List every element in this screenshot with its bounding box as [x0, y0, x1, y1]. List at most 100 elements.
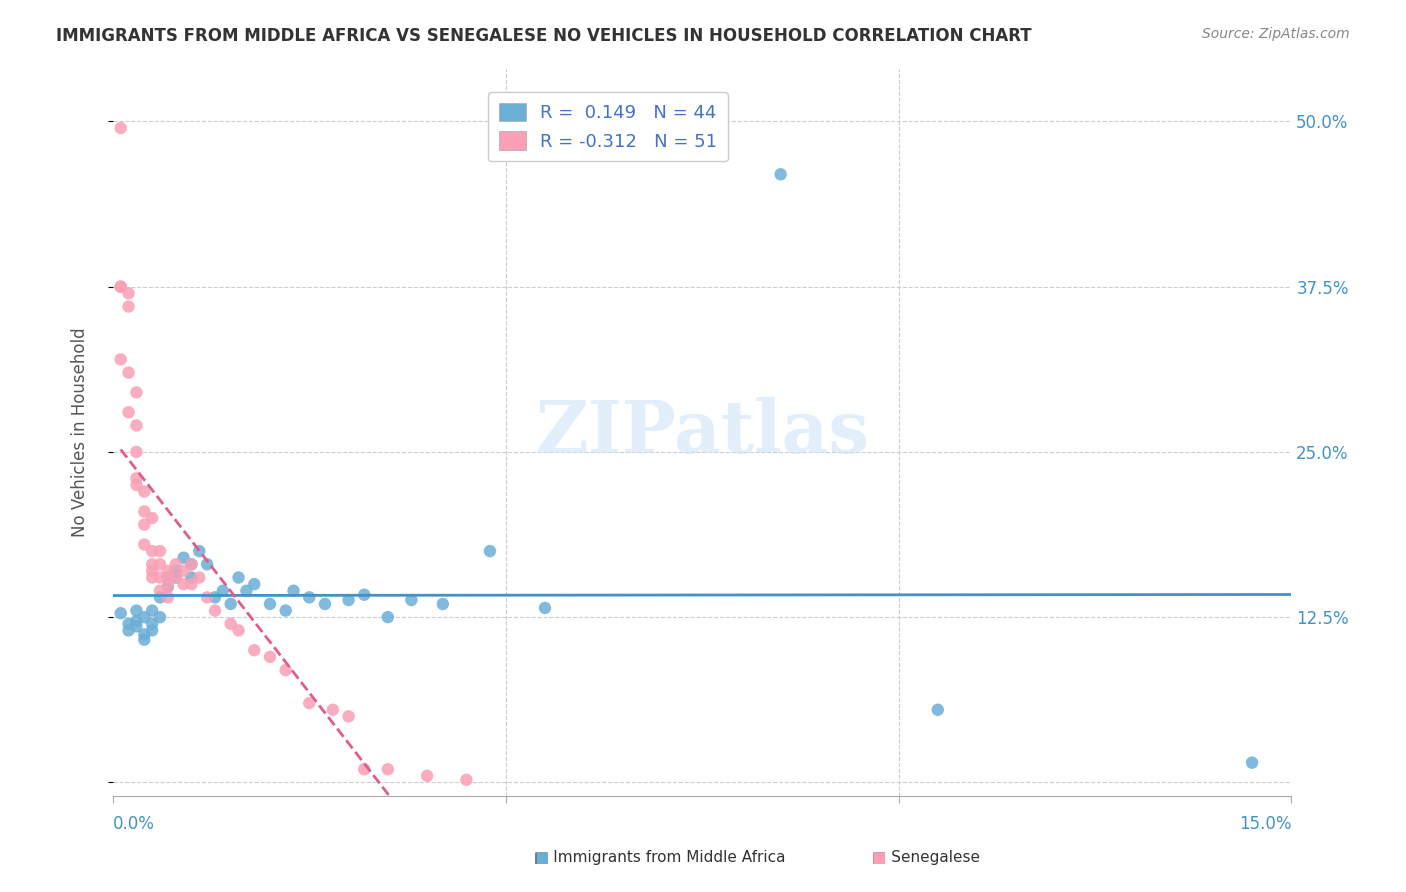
Point [219, 616, 242, 631]
Point [117, 616, 139, 631]
Point [149, 558, 172, 572]
Point [117, 405, 139, 419]
Point [534, 601, 557, 615]
Point [377, 762, 399, 776]
Text: ■: ■ [534, 850, 548, 865]
Point [141, 544, 163, 558]
Point [180, 558, 202, 572]
Point [769, 167, 792, 181]
Point [117, 286, 139, 301]
Point [274, 663, 297, 677]
Point [228, 624, 250, 638]
Point [149, 570, 172, 584]
Point [125, 619, 148, 633]
Point [337, 709, 360, 723]
Point [156, 591, 179, 605]
Point [353, 762, 375, 776]
Point [134, 517, 156, 532]
Point [141, 511, 163, 525]
Point [180, 577, 202, 591]
Point [125, 418, 148, 433]
Point [1241, 756, 1264, 770]
Point [156, 570, 179, 584]
Point [110, 279, 132, 293]
Y-axis label: No Vehicles in Household: No Vehicles in Household [72, 327, 89, 537]
Point [165, 564, 187, 578]
Point [195, 591, 218, 605]
Point [149, 591, 172, 605]
Point [125, 385, 148, 400]
Point [134, 632, 156, 647]
Point [165, 558, 187, 572]
Point [259, 597, 281, 611]
Point [259, 649, 281, 664]
Point [134, 504, 156, 518]
Point [141, 616, 163, 631]
Point [117, 366, 139, 380]
Point [134, 537, 156, 551]
Legend: R =  0.149   N = 44, R = -0.312   N = 51: R = 0.149 N = 44, R = -0.312 N = 51 [488, 92, 728, 161]
Point [141, 604, 163, 618]
Point [195, 558, 218, 572]
Point [416, 769, 439, 783]
Text: ■ Immigrants from Middle Africa: ■ Immigrants from Middle Africa [534, 850, 786, 865]
Point [156, 580, 179, 594]
Text: 0.0%: 0.0% [112, 815, 155, 833]
Point [165, 570, 187, 584]
Point [456, 772, 478, 787]
Point [243, 643, 266, 657]
Point [432, 597, 454, 611]
Point [117, 300, 139, 314]
Point [141, 570, 163, 584]
Point [337, 593, 360, 607]
Point [156, 570, 179, 584]
Text: IMMIGRANTS FROM MIDDLE AFRICA VS SENEGALESE NO VEHICLES IN HOUSEHOLD CORRELATION: IMMIGRANTS FROM MIDDLE AFRICA VS SENEGAL… [56, 27, 1032, 45]
Point [165, 570, 187, 584]
Point [927, 703, 949, 717]
Point [125, 471, 148, 485]
Point [173, 577, 195, 591]
Point [156, 580, 179, 594]
Point [110, 279, 132, 293]
Point [322, 703, 344, 717]
Point [141, 558, 163, 572]
Point [110, 121, 132, 136]
Point [298, 591, 321, 605]
Point [353, 588, 375, 602]
Point [149, 610, 172, 624]
Point [141, 624, 163, 638]
Point [314, 597, 336, 611]
Point [149, 583, 172, 598]
Point [125, 478, 148, 492]
Point [243, 577, 266, 591]
Point [204, 604, 226, 618]
Point [110, 352, 132, 367]
Point [134, 610, 156, 624]
Point [180, 558, 202, 572]
Text: 15.0%: 15.0% [1239, 815, 1291, 833]
Point [180, 570, 202, 584]
Point [235, 583, 257, 598]
Point [125, 445, 148, 459]
Point [125, 614, 148, 628]
Point [188, 570, 211, 584]
Point [211, 583, 233, 598]
Text: ZIPatlas: ZIPatlas [536, 397, 869, 467]
Point [478, 544, 501, 558]
Point [134, 484, 156, 499]
Text: Source: ZipAtlas.com: Source: ZipAtlas.com [1202, 27, 1350, 41]
Point [173, 550, 195, 565]
Point [173, 564, 195, 578]
Point [204, 591, 226, 605]
Point [110, 606, 132, 620]
Point [134, 627, 156, 641]
Point [141, 564, 163, 578]
Text: ■: ■ [872, 850, 886, 865]
Point [219, 597, 242, 611]
Point [377, 610, 399, 624]
Point [228, 570, 250, 584]
Point [188, 544, 211, 558]
Point [156, 564, 179, 578]
Point [117, 624, 139, 638]
Text: ■ Senegalese: ■ Senegalese [872, 850, 980, 865]
